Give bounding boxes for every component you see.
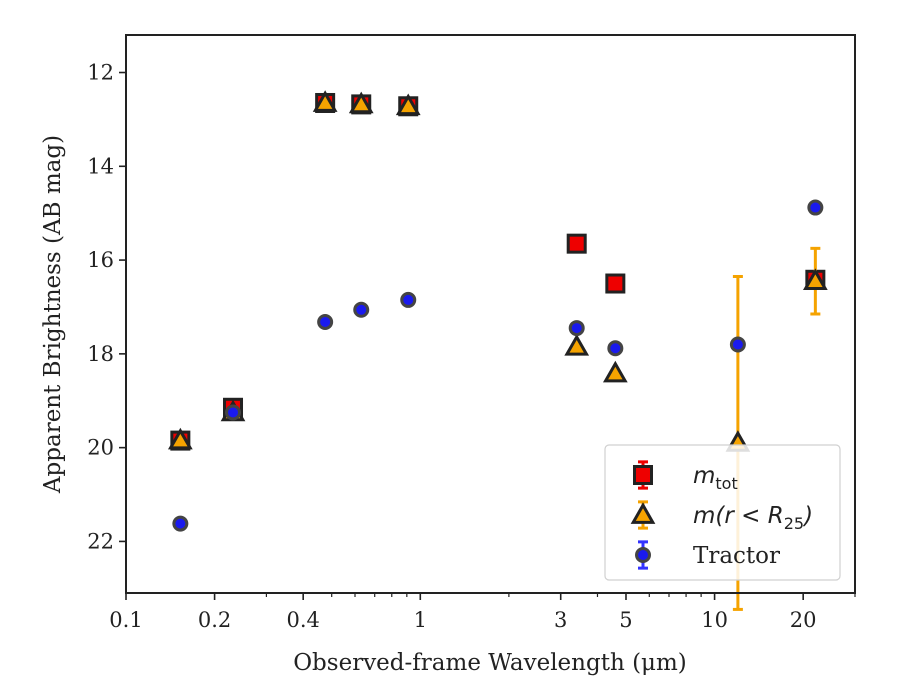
legend-label: Tractor <box>693 543 780 569</box>
plot-frame <box>125 34 856 594</box>
x-tick-label: 5 <box>619 608 632 632</box>
legend-marker <box>630 502 656 524</box>
m-r25-point <box>802 268 828 291</box>
legend-label: mtot <box>693 463 738 493</box>
m-r25-point <box>348 91 374 114</box>
m-tot-points <box>170 92 826 451</box>
y-tick-label: 12 <box>87 61 114 85</box>
tractor-point <box>225 404 242 421</box>
tractor-point <box>729 336 746 353</box>
m-tot-point <box>605 273 626 294</box>
legend-marker <box>633 465 653 485</box>
tractor-point <box>568 320 585 337</box>
y-tick-label: 14 <box>87 154 114 178</box>
tractor-point <box>607 340 624 357</box>
m-r25-point <box>564 334 590 356</box>
y-tick-label: 20 <box>87 436 114 460</box>
x-axis-label: Observed-frame Wavelength (μm) <box>293 650 687 676</box>
m-r25-point <box>312 90 338 112</box>
y-tick-label: 16 <box>87 248 114 272</box>
x-tick-label: 20 <box>790 608 817 632</box>
legend-marker <box>635 547 651 563</box>
legend-label: m(r < R25) <box>693 503 813 533</box>
tractor-point <box>172 515 189 532</box>
legend-box <box>604 444 841 581</box>
tractor-point <box>807 199 824 216</box>
m-r25-point <box>395 93 421 116</box>
y-tick-label: 22 <box>87 529 114 553</box>
data-points <box>167 90 828 611</box>
x-tick-label: 0.1 <box>109 608 142 632</box>
tractor-point <box>400 291 417 308</box>
y-axis-label: Apparent Brightness (AB mag) <box>40 135 66 494</box>
x-tick-label: 1 <box>414 608 427 632</box>
tractor-points <box>172 199 824 532</box>
legend: mtot m(r < R25) Tractor <box>604 444 841 581</box>
y-tick-label: 18 <box>87 342 114 366</box>
x-tick-label: 3 <box>554 608 567 632</box>
m-r25-point <box>602 360 628 383</box>
m-r25-point <box>167 427 193 450</box>
tractor-point <box>317 313 334 330</box>
axis-ticks: 0.1 0.2 0.4 1 3 5 10 20 12 14 16 18 20 22 <box>87 61 856 632</box>
m-tot-point <box>566 233 587 254</box>
tractor-point <box>353 301 370 318</box>
x-tick-label: 0.2 <box>198 608 231 632</box>
x-tick-label: 0.4 <box>286 608 319 632</box>
x-tick-label: 10 <box>701 608 728 632</box>
